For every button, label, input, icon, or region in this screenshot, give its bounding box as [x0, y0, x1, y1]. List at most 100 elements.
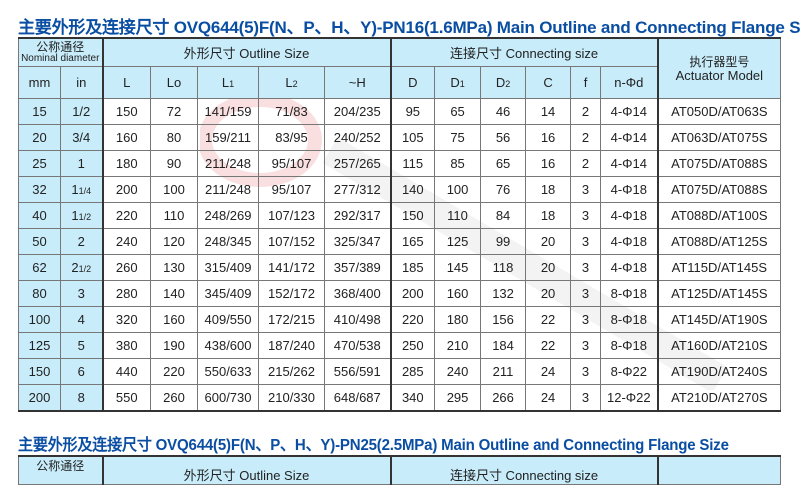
table-cell: 65	[434, 98, 482, 125]
table-cell: 3	[570, 176, 602, 203]
table-cell: AT088D/AT125S	[657, 228, 782, 255]
spec-table-pn16: 公称通径 Nominal diameter 外形尺寸 Outline Size …	[18, 37, 782, 412]
table-cell: 325/347	[323, 228, 392, 255]
table-cell: 25	[18, 150, 61, 177]
table-cell: 3	[570, 254, 602, 281]
table-cell: 150	[102, 98, 151, 125]
column-header-1: in	[60, 66, 104, 99]
table-cell: 248/269	[197, 202, 259, 229]
table-cell: 118	[480, 254, 527, 281]
table-cell: 21/2	[60, 254, 104, 281]
table-cell: AT125D/AT145S	[657, 280, 782, 307]
table-cell: 556/591	[323, 358, 392, 385]
table-cell: 11/4	[60, 176, 104, 203]
table-cell: 3	[570, 306, 602, 333]
table-cell: 20	[18, 124, 61, 151]
table-row: 150 6 440 220 550/633 215/262 556/591 285 240 211…	[18, 358, 782, 385]
table-row: 62 21/2 260 130 315/409 141/172 357/389 185 145 1…	[18, 254, 782, 281]
table-cell: 1	[60, 150, 104, 177]
table-cell: 3	[570, 332, 602, 359]
outline-size-header: 外形尺寸 Outline Size	[101, 37, 392, 67]
table-cell: 107/152	[258, 228, 325, 255]
table-cell: 160	[102, 124, 151, 151]
table-cell: 277/312	[323, 176, 392, 203]
table-cell: AT063D/AT075S	[657, 124, 782, 151]
table-cell: 4-Φ18	[600, 176, 659, 203]
table-cell: 8-Φ22	[600, 358, 659, 385]
table-cell: 600/730	[197, 384, 259, 412]
table-cell: 200	[18, 384, 61, 412]
table-cell: 125	[434, 228, 482, 255]
table-cell: 260	[102, 254, 151, 281]
table-cell: 65	[480, 150, 527, 177]
table-cell: 16	[525, 150, 572, 177]
table-cell: 648/687	[323, 384, 392, 412]
table-cell: 4-Φ18	[600, 254, 659, 281]
table-cell: AT075D/AT088S	[657, 150, 782, 177]
table-cell: 3	[570, 358, 602, 385]
table-cell: 250	[390, 332, 436, 359]
table-cell: 172/215	[258, 306, 325, 333]
table-cell: AT145D/AT190S	[657, 306, 782, 333]
table-cell: 440	[102, 358, 151, 385]
table-cell: 75	[434, 124, 482, 151]
table-cell: AT075D/AT088S	[657, 176, 782, 203]
table-cell: 315/409	[197, 254, 259, 281]
column-header-12: n-Φd	[600, 66, 659, 99]
table-cell: 204/235	[323, 98, 392, 125]
table-cell: 292/317	[323, 202, 392, 229]
nominal-cn: 公称通径	[36, 40, 85, 54]
table-cell: 18	[525, 202, 572, 229]
table-cell: 152/172	[258, 280, 325, 307]
table-cell: 16	[525, 124, 572, 151]
table-title-pn16: 主要外形及连接尺寸 OVQ644(5)F(N、P、H、Y)-PN16(1.6MP…	[18, 18, 800, 37]
table-cell: AT210D/AT270S	[657, 384, 782, 412]
table-cell: 3	[570, 202, 602, 229]
table-cell: 90	[150, 150, 198, 177]
table-cell: 550	[102, 384, 151, 412]
table-cell: 120	[150, 228, 198, 255]
nominal-en: Nominal diameter	[21, 53, 100, 64]
table-row: 200 8 550 260 600/730 210/330 648/687 340 295 266…	[18, 384, 782, 412]
table-cell: 125	[18, 332, 61, 359]
table-cell: 3	[60, 280, 104, 307]
table-cell: 145	[434, 254, 482, 281]
table-cell: 320	[102, 306, 151, 333]
table-cell: 368/400	[323, 280, 392, 307]
table-cell: 107/123	[258, 202, 325, 229]
table-cell: 22	[525, 306, 572, 333]
table-row: 125 5 380 190 438/600 187/240 470/538 250 210 184…	[18, 332, 782, 359]
table-row: 80 3 280 140 345/409 152/172 368/400 200 160 132 2…	[18, 280, 782, 307]
table-cell: 3	[570, 228, 602, 255]
connecting-size-header: 连接尺寸 Connecting size	[390, 455, 659, 485]
table-cell: 410/498	[323, 306, 392, 333]
table-cell: 3	[570, 280, 602, 307]
table-cell: 12-Φ22	[600, 384, 659, 412]
table-cell: 100	[150, 176, 198, 203]
table-cell: 8-Φ18	[600, 280, 659, 307]
table-cell: 95/107	[258, 150, 325, 177]
table-cell: 46	[480, 98, 527, 125]
table-cell: 3/4	[60, 124, 104, 151]
table-row: 32 11/4 200 100 211/248 95/107 277/312 140 100 76…	[18, 176, 782, 203]
table-cell: 4	[60, 306, 104, 333]
table-cell: 130	[150, 254, 198, 281]
table-cell: 150	[390, 202, 436, 229]
table-cell: 20	[525, 228, 572, 255]
actuator-en: Actuator Model	[675, 67, 764, 83]
table-cell: 110	[434, 202, 482, 229]
table-cell: 211/248	[197, 176, 259, 203]
table-cell: 240	[102, 228, 151, 255]
table-cell: 409/550	[197, 306, 259, 333]
table-cell: 160	[434, 280, 482, 307]
column-header-11: f	[570, 66, 602, 99]
table-cell: 110	[150, 202, 198, 229]
column-header-10: C	[525, 66, 572, 99]
table-cell: AT050D/AT063S	[657, 98, 782, 125]
table-cell: 99	[480, 228, 527, 255]
actuator-model-header: 执行器型号 Actuator Model	[657, 37, 782, 99]
table-cell: 220	[150, 358, 198, 385]
table-cell: 248/345	[197, 228, 259, 255]
table-cell: 210	[434, 332, 482, 359]
table-cell: 20	[525, 254, 572, 281]
